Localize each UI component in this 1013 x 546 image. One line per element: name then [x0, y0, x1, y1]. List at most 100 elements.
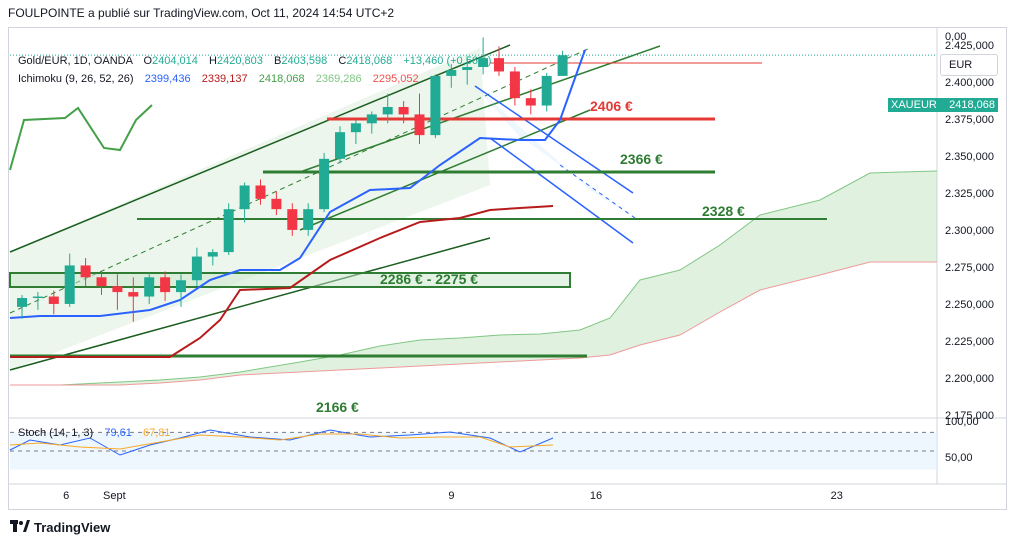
zone-2286-2275 — [9, 272, 571, 288]
candle-body — [64, 265, 75, 304]
level-label: 2328 € — [702, 203, 745, 219]
y-tick-label: 2.325,000 — [945, 188, 994, 200]
legend-close-label: C — [338, 55, 347, 67]
candle-body — [128, 292, 139, 297]
candle-body — [494, 58, 504, 72]
last-price-tag: 2418,068 — [940, 98, 998, 112]
kijun-line — [10, 205, 554, 358]
level-label: 2166 € — [316, 399, 359, 415]
legend-open-label: O — [143, 55, 153, 67]
stoch-name[interactable]: Stoch (14, 1, 3) — [18, 427, 94, 439]
ichimoku-name[interactable]: Ichimoku (9, 26, 52, 26) — [18, 73, 134, 85]
candle-body — [430, 75, 441, 136]
x-tick-label: 16 — [590, 490, 602, 502]
candle-body — [223, 209, 234, 253]
y-tick-label: 2.425,000 — [945, 40, 994, 52]
x-tick-label: 23 — [831, 490, 843, 502]
candle-body — [160, 277, 171, 293]
candle-body — [398, 107, 409, 115]
y-tick-label: 2.375,000 — [945, 114, 994, 126]
candle-body — [96, 277, 107, 287]
candle-body — [48, 296, 59, 304]
candle-body — [80, 265, 91, 278]
candle-body — [509, 71, 520, 99]
ichimoku-spanb-value: 2295,052 — [372, 73, 419, 85]
candle-body — [176, 280, 186, 293]
level-label: 2406 € — [590, 98, 633, 114]
candle-body — [366, 114, 377, 124]
x-tick-label: 6 — [63, 490, 69, 502]
channel-fill — [10, 48, 490, 370]
candle-body — [32, 296, 43, 299]
candle-body — [319, 158, 330, 210]
stoch-d-line — [9, 433, 554, 450]
candle-body — [144, 277, 155, 297]
inner-channel-upper — [299, 45, 661, 173]
candle-body — [414, 114, 425, 136]
candle-body — [255, 185, 266, 199]
candle-body — [239, 185, 250, 210]
chart-frame — [8, 27, 1007, 510]
legend-close-value: 2418,068 — [346, 55, 393, 67]
footer-brand: TradingView — [34, 520, 111, 535]
level-label: 2366 € — [620, 151, 663, 167]
stoch-d-value: 67,81 — [143, 427, 171, 439]
candle-body — [112, 286, 123, 293]
x-tick-label: Sept — [103, 490, 126, 502]
candle-body — [17, 298, 27, 307]
stoch-k-value: 79,61 — [104, 427, 132, 439]
y-tick-label: 2.275,000 — [945, 262, 994, 274]
ichimoku-tenkan-value: 2399,436 — [144, 73, 191, 85]
candle-body — [350, 123, 361, 133]
legend-low-label: B — [274, 55, 282, 67]
tradingview-logo[interactable]: TradingView — [10, 520, 110, 535]
candle-body — [271, 198, 282, 210]
candle-body — [191, 256, 202, 281]
legend-change: +13,460 (+0,56%) — [403, 55, 492, 67]
candle-body — [207, 252, 218, 257]
y-tick-label: 2.300,000 — [945, 225, 994, 237]
channel-mid-dashed — [9, 47, 591, 314]
candle-body — [335, 132, 345, 159]
flag-lower — [489, 137, 634, 244]
symbol-legend: Gold/EUR, 1D, OANDA O2404,014 H2420,803 … — [18, 55, 491, 67]
candle-body — [478, 58, 489, 68]
tradingview-icon — [10, 520, 30, 535]
legend-symbol[interactable]: Gold/EUR, 1D, OANDA — [18, 55, 133, 67]
channel-upper — [9, 44, 511, 253]
ichimoku-cloud — [10, 171, 937, 385]
legend-high-value: 2420,803 — [216, 55, 263, 67]
y-tick-label: 2.200,000 — [945, 373, 994, 385]
ichimoku-spana-value: 2369,286 — [315, 73, 362, 85]
symbol-tag: XAUEUR — [888, 98, 940, 112]
candle-body — [382, 107, 393, 115]
span-b-line — [10, 261, 937, 386]
candle-body — [303, 209, 314, 230]
stoch-axis-label: 50,00 — [945, 452, 973, 464]
candle-body — [525, 98, 536, 106]
ichimoku-chikou-value: 2418,068 — [258, 73, 305, 85]
stoch-axis-label: 100,00 — [945, 416, 979, 428]
y-tick-label: 2.250,000 — [945, 299, 994, 311]
currency-button[interactable]: EUR — [940, 54, 998, 76]
channel-lower — [9, 237, 491, 371]
y-tick-label: 2.350,000 — [945, 151, 994, 163]
ichimoku-legend: Ichimoku (9, 26, 52, 26) 2399,436 2339,1… — [18, 73, 419, 85]
y-tick-label: 2.225,000 — [945, 336, 994, 348]
publication-title: FOULPOINTE a publié sur TradingView.com,… — [8, 6, 395, 20]
stoch-k-line — [9, 429, 554, 456]
stoch-legend: Stoch (14, 1, 3) 79,61 67,81 — [18, 427, 171, 439]
legend-low-value: 2403,598 — [281, 55, 328, 67]
flag-upper — [474, 85, 634, 194]
candle-body — [287, 209, 298, 230]
candle-body — [557, 55, 568, 76]
candle-body — [462, 67, 473, 70]
span-a-line — [10, 170, 938, 386]
y-tick-label: 2.175,000 — [945, 410, 994, 422]
tenkan-line — [9, 49, 586, 319]
chikou-line — [9, 104, 153, 171]
legend-high-label: H — [209, 55, 217, 67]
inner-channel-lower — [299, 109, 591, 231]
candle-body — [541, 75, 552, 106]
